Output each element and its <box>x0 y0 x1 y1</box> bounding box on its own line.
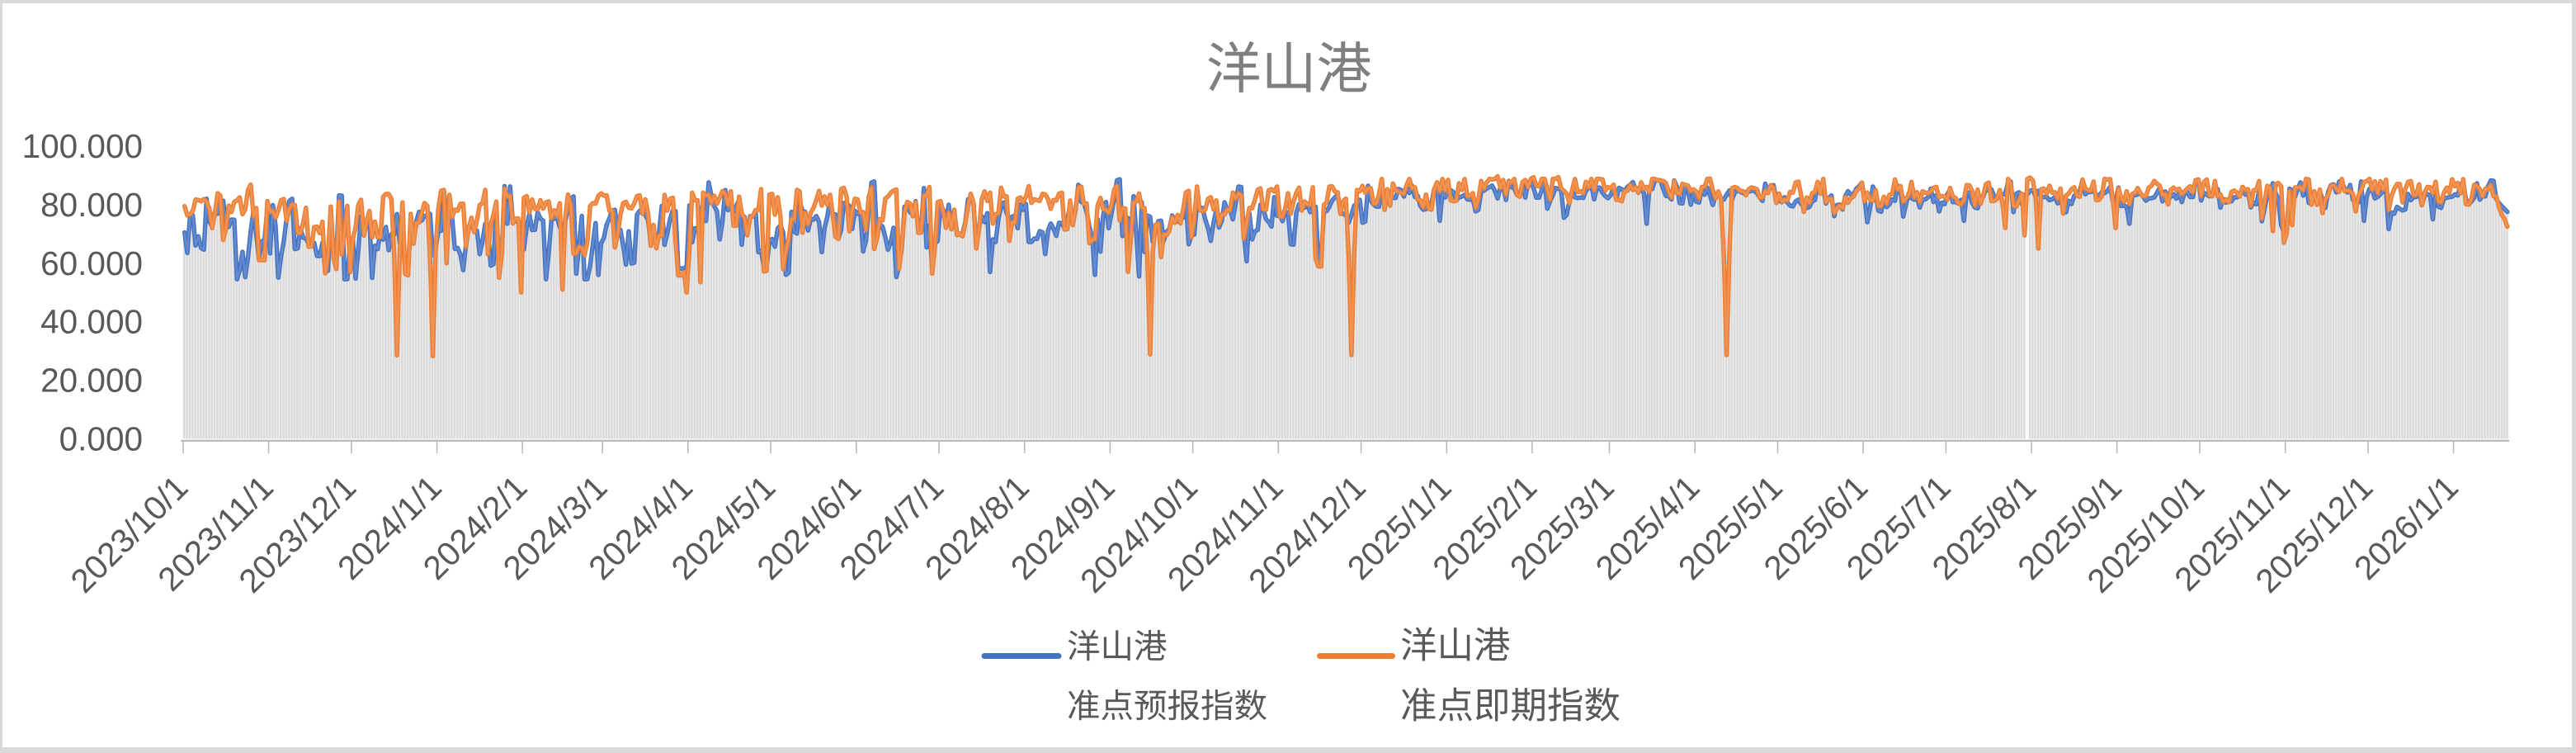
svg-text:100.000: 100.000 <box>22 127 143 165</box>
svg-text:80.000: 80.000 <box>40 186 143 224</box>
svg-text:0.000: 0.000 <box>59 419 143 457</box>
svg-text:40.000: 40.000 <box>40 303 143 341</box>
svg-text:20.000: 20.000 <box>40 362 143 400</box>
svg-text:60.000: 60.000 <box>40 244 143 282</box>
